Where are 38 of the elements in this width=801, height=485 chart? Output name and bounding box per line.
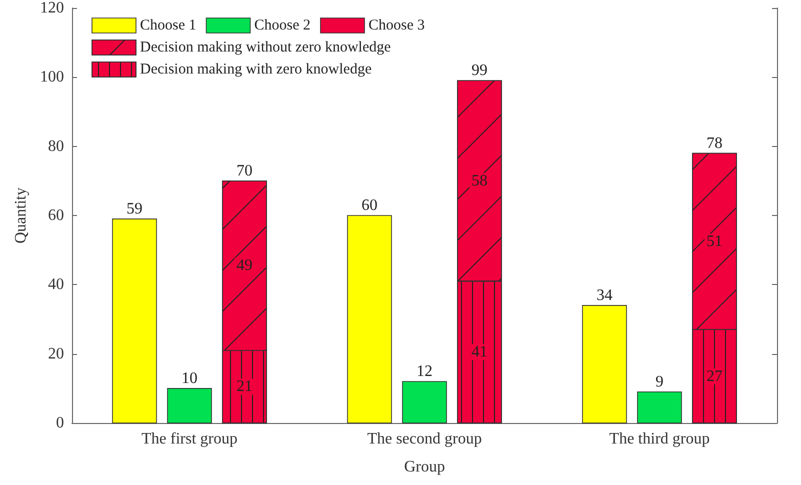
x-tick-label: The second group xyxy=(367,430,482,448)
legend-label: Decision making without zero knowledge xyxy=(140,40,392,56)
legend-label: Decision making with zero knowledge xyxy=(140,62,372,78)
data-label: 58 xyxy=(472,172,488,190)
bar xyxy=(637,391,682,424)
legend-label: Choose 1 xyxy=(140,18,196,34)
y-tick-label: 40 xyxy=(48,276,64,294)
data-label: 41 xyxy=(472,344,488,361)
x-tick-label: The third group xyxy=(609,430,710,448)
legend-label: Choose 2 xyxy=(254,18,310,34)
data-label: 12 xyxy=(416,363,432,380)
data-label: 10 xyxy=(182,370,198,387)
y-tick-label: 120 xyxy=(40,0,64,16)
x-axis-title: Group xyxy=(404,458,445,476)
bar xyxy=(347,215,392,424)
data-label: 34 xyxy=(596,286,612,304)
data-label: 21 xyxy=(236,378,252,396)
bar xyxy=(167,388,212,424)
annotation: 70 xyxy=(236,162,252,180)
y-tick-label: 60 xyxy=(48,207,64,224)
y-tick-label: 20 xyxy=(48,345,64,362)
bar xyxy=(402,381,447,424)
y-tick-label: 80 xyxy=(48,138,64,155)
data-label: 51 xyxy=(706,232,722,250)
data-label: 60 xyxy=(362,197,378,214)
annotation: 99 xyxy=(472,62,488,80)
x-tick-label: The first group xyxy=(142,430,238,448)
data-label: 49 xyxy=(236,257,252,274)
data-label: 9 xyxy=(656,373,664,390)
bar xyxy=(112,218,157,424)
y-axis-title: Quantity xyxy=(12,188,30,244)
y-tick-label: 100 xyxy=(40,68,64,86)
annotation: 78 xyxy=(706,134,722,152)
data-label: 59 xyxy=(126,200,142,218)
bar xyxy=(582,305,627,424)
data-label: 27 xyxy=(706,368,722,385)
y-tick-label: 0 xyxy=(56,414,64,432)
legend-label: Choose 3 xyxy=(368,18,425,34)
